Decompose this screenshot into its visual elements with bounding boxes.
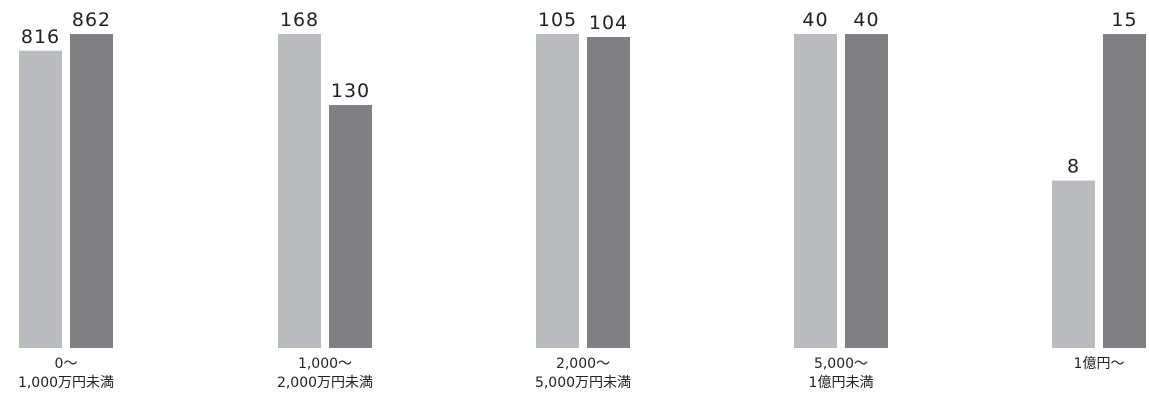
category-label: 0〜: [55, 356, 78, 372]
category-label: 2,000万円未満: [277, 375, 373, 391]
category-label: 1億円〜: [1074, 356, 1125, 372]
bar-group: 168 130 1,000〜 2,000万円未満: [277, 9, 373, 391]
category-label: 5,000万円未満: [535, 375, 631, 391]
bar-value-label: 168: [280, 9, 319, 31]
bar-group: 8 15 1億円〜: [1052, 9, 1146, 372]
bar: [1103, 34, 1146, 348]
bar: [278, 34, 321, 348]
category-label: 1億円未満: [809, 375, 874, 391]
bar: [1052, 180, 1095, 348]
category-label: 1,000〜: [298, 356, 352, 372]
category-label: 2,000〜: [556, 356, 610, 372]
bar: [587, 36, 630, 348]
bar: [845, 34, 888, 348]
bar: [794, 34, 837, 348]
bar-value-label: 104: [589, 12, 628, 34]
bar-value-label: 8: [1067, 156, 1080, 178]
bar: [70, 34, 113, 348]
bar-group: 816 862 0〜 1,000万円未満: [18, 9, 114, 391]
category-label: 1,000万円未満: [18, 375, 114, 391]
category-label: 5,000〜: [814, 356, 868, 372]
bar-group: 105 104 2,000〜 5,000万円未満: [535, 9, 631, 391]
bar-group: 40 40 5,000〜 1億円未満: [794, 9, 888, 391]
bar: [536, 34, 579, 348]
bar-value-label: 40: [853, 9, 879, 31]
bar-value-label: 130: [331, 80, 370, 102]
bar-value-label: 816: [21, 26, 60, 48]
bar-value-label: 15: [1111, 9, 1137, 31]
bar-value-label: 105: [538, 9, 577, 31]
bar-value-label: 40: [802, 9, 828, 31]
bar-value-label: 862: [72, 9, 111, 31]
bar: [19, 50, 62, 349]
bar: [329, 105, 372, 349]
